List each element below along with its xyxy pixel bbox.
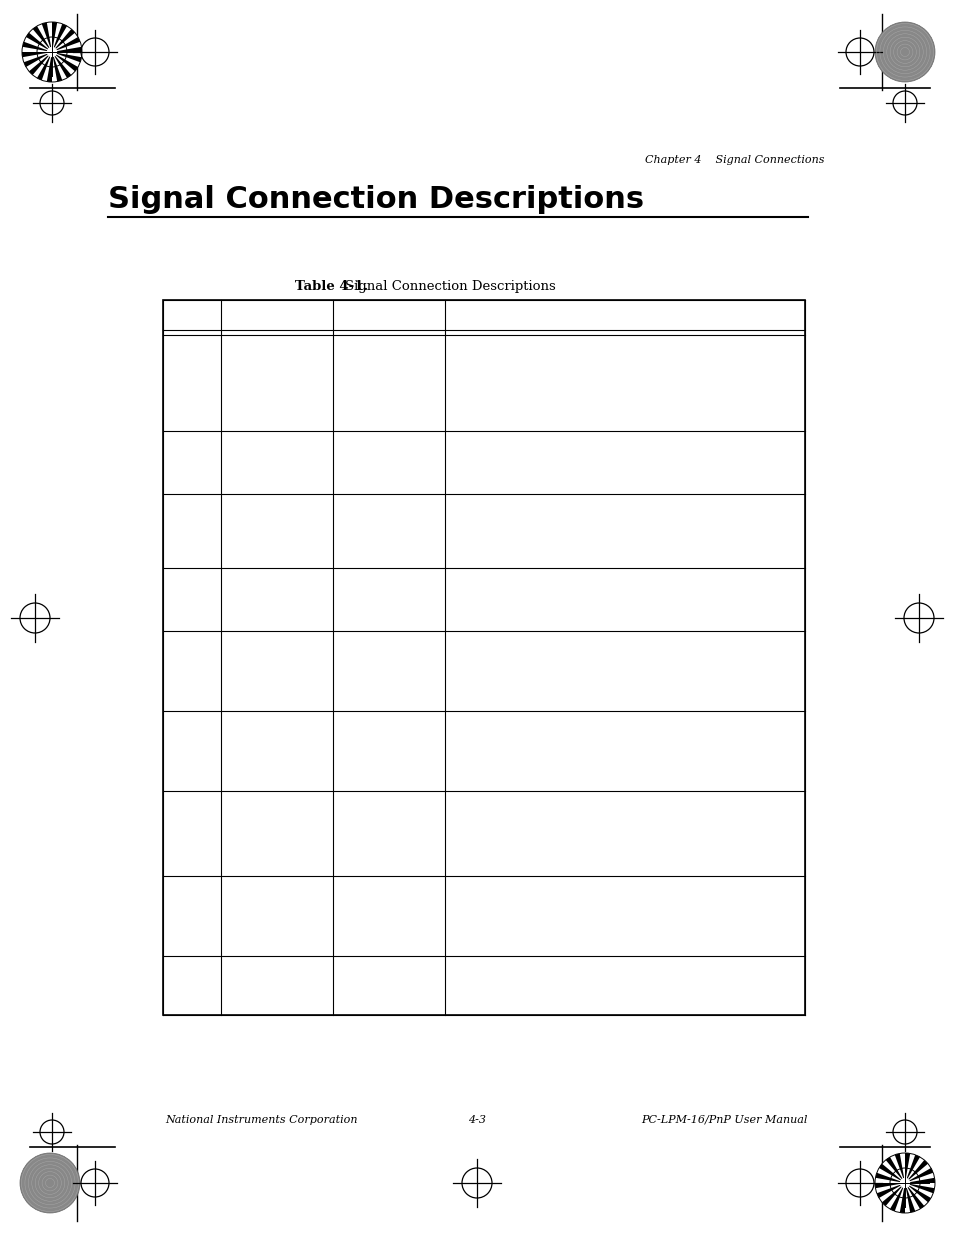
Wedge shape (904, 1153, 909, 1183)
Wedge shape (904, 1183, 923, 1209)
Wedge shape (899, 1183, 904, 1213)
Circle shape (48, 47, 56, 57)
Text: Chapter 4    Signal Connections: Chapter 4 Signal Connections (644, 156, 823, 165)
Wedge shape (875, 1173, 904, 1183)
Wedge shape (904, 1155, 919, 1183)
Wedge shape (32, 26, 52, 52)
Wedge shape (876, 1183, 904, 1198)
Bar (163, 300, 804, 1015)
Wedge shape (904, 1178, 934, 1183)
Wedge shape (22, 52, 52, 57)
Wedge shape (24, 52, 52, 67)
Wedge shape (904, 1183, 914, 1213)
Circle shape (20, 1153, 80, 1213)
Text: National Instruments Corporation: National Instruments Corporation (165, 1115, 357, 1125)
Text: 4-3: 4-3 (468, 1115, 485, 1125)
Wedge shape (29, 52, 52, 75)
Wedge shape (42, 22, 52, 52)
Wedge shape (52, 52, 71, 78)
Circle shape (874, 22, 934, 82)
Circle shape (900, 1178, 908, 1188)
Wedge shape (23, 42, 52, 52)
Wedge shape (889, 1183, 904, 1212)
Text: Signal Connection Descriptions: Signal Connection Descriptions (108, 185, 643, 214)
Text: PC-LPM-16/PnP User Manual: PC-LPM-16/PnP User Manual (641, 1115, 807, 1125)
Wedge shape (884, 1157, 904, 1183)
Wedge shape (52, 22, 57, 52)
Wedge shape (874, 1183, 904, 1188)
Text: Table 4-1.: Table 4-1. (294, 280, 368, 293)
Wedge shape (52, 28, 75, 52)
Wedge shape (52, 52, 78, 72)
Circle shape (874, 1153, 934, 1213)
Wedge shape (37, 52, 52, 80)
Text: Signal Connection Descriptions: Signal Connection Descriptions (345, 280, 556, 293)
Wedge shape (26, 32, 52, 52)
Wedge shape (52, 52, 81, 62)
Wedge shape (52, 23, 67, 52)
Wedge shape (882, 1183, 904, 1207)
Wedge shape (904, 1183, 934, 1193)
Wedge shape (904, 1160, 927, 1183)
Circle shape (22, 22, 82, 82)
Wedge shape (52, 52, 62, 82)
Wedge shape (52, 47, 82, 52)
Wedge shape (52, 37, 80, 52)
Wedge shape (47, 52, 52, 82)
Wedge shape (904, 1183, 930, 1203)
Wedge shape (894, 1153, 904, 1183)
Wedge shape (904, 1168, 932, 1183)
Wedge shape (878, 1163, 904, 1183)
